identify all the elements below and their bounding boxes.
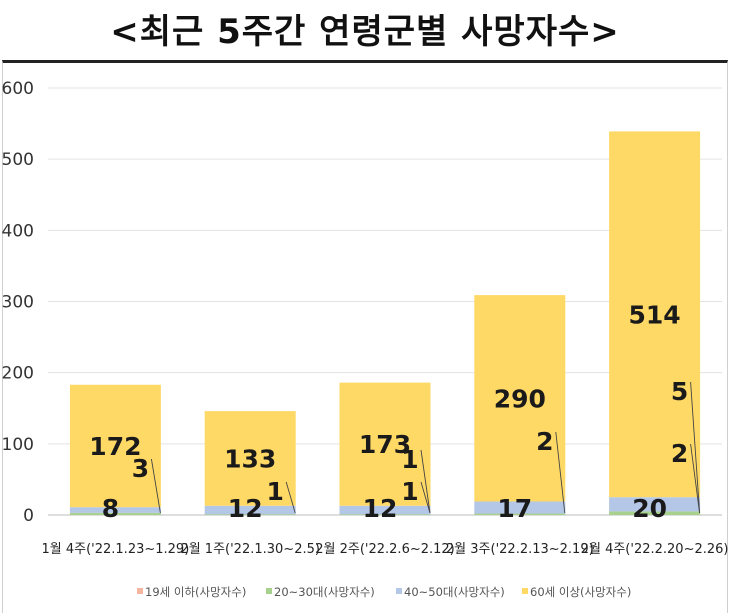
data-label: 1 <box>266 477 283 506</box>
x-tick-label: 2월 3주('22.2.13~2.19) <box>446 542 594 557</box>
bar-segment <box>609 511 701 515</box>
leader-line <box>285 481 296 514</box>
bar-segment <box>474 295 566 502</box>
data-label: 290 <box>494 384 546 413</box>
data-label: 12 <box>363 494 398 523</box>
data-label: 5 <box>671 377 688 406</box>
data-label: 2 <box>536 427 553 456</box>
legend-label: 60세 이상(사망자수) <box>530 585 631 599</box>
data-label: 133 <box>224 444 276 473</box>
legend-label: 40~50대(사망자수) <box>404 585 505 599</box>
leader-line <box>690 443 701 514</box>
legend-label: 20~30대(사망자수) <box>274 585 375 599</box>
y-tick-label: 500 <box>2 150 34 170</box>
y-tick-label: 600 <box>2 79 34 99</box>
x-tick-label: 2월 2주('22.2.6~2.12) <box>315 542 455 557</box>
leader-line <box>420 481 431 514</box>
legend-label: 19세 이하(사망자수) <box>145 585 246 599</box>
leader-line <box>420 449 431 514</box>
leader-line <box>690 381 701 514</box>
data-label: 8 <box>102 494 119 523</box>
legend-swatch <box>266 588 272 594</box>
bar-segment <box>69 384 161 508</box>
legend-swatch <box>396 588 402 594</box>
legend-swatch <box>522 588 528 594</box>
leader-line <box>150 458 161 514</box>
legend-swatch <box>137 588 143 594</box>
data-label: 3 <box>132 454 149 483</box>
bar-segment <box>204 505 296 515</box>
y-tick-label: 100 <box>2 435 34 455</box>
y-tick-label: 300 <box>2 293 34 313</box>
data-label: 514 <box>629 300 681 329</box>
data-label: 172 <box>89 432 141 461</box>
y-tick-label: 0 <box>23 506 34 526</box>
bar-segment <box>339 382 431 506</box>
leader-line <box>555 431 566 514</box>
x-tick-label: 2월 4주('22.2.20~2.26) <box>581 542 729 557</box>
data-label: 20 <box>632 494 667 523</box>
data-label: 1 <box>401 477 418 506</box>
x-tick-label: 2월 1주('22.1.30~2.5) <box>180 542 320 557</box>
data-label: 17 <box>497 494 532 523</box>
bar-segment <box>69 507 161 513</box>
bar-segment <box>339 505 431 515</box>
bar-segment <box>69 512 161 515</box>
chart-frame <box>2 60 728 613</box>
y-tick-label: 400 <box>2 221 34 241</box>
bar-segment <box>474 513 566 515</box>
bar-segment <box>609 131 701 498</box>
bar-segment <box>609 497 701 512</box>
bar-segment <box>204 411 296 506</box>
chart-title: <최근 5주간 연령군별 사망자수> <box>110 12 620 52</box>
data-label: 12 <box>228 494 263 523</box>
bar-segment <box>474 501 566 514</box>
data-label: 2 <box>671 439 688 468</box>
y-tick-label: 200 <box>2 364 34 384</box>
x-tick-label: 1월 4주('22.1.23~1.29) <box>42 542 190 557</box>
data-label: 1 <box>401 445 418 474</box>
data-label: 173 <box>359 430 411 459</box>
